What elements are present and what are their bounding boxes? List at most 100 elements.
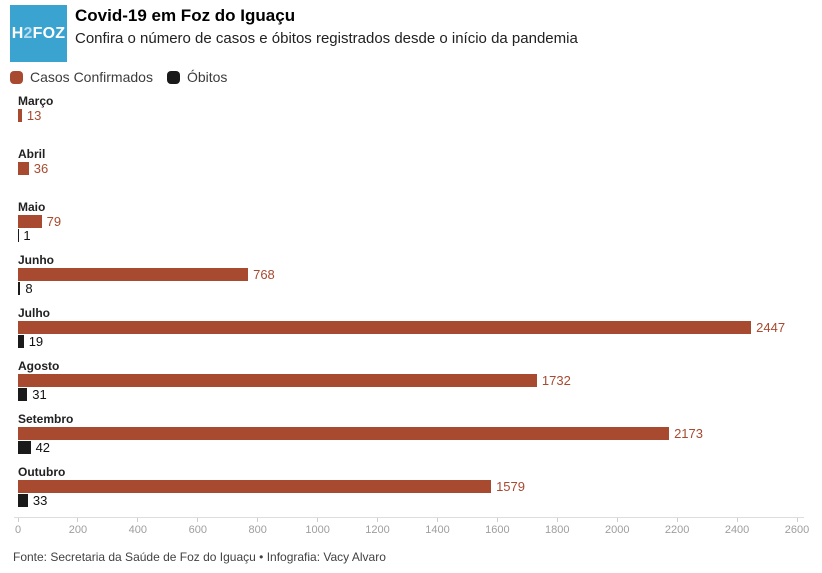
casos-bar-line: 79 bbox=[18, 215, 797, 228]
legend-label-casos: Casos Confirmados bbox=[30, 69, 153, 85]
casos-bar bbox=[18, 480, 492, 493]
legend-label-obitos: Óbitos bbox=[186, 69, 228, 85]
bar-value-label: 79 bbox=[46, 214, 62, 229]
bar-value-label: 1579 bbox=[496, 479, 525, 494]
tick-mark bbox=[616, 518, 618, 522]
month-label: Junho bbox=[18, 253, 54, 267]
casos-bar bbox=[18, 215, 42, 228]
tick-mark bbox=[377, 518, 379, 522]
page-title: Covid-19 em Foz do Iguaçu bbox=[75, 6, 296, 25]
tick-label: 2600 bbox=[784, 524, 810, 536]
bar-value-label: 8 bbox=[25, 281, 33, 296]
page-subtitle: Confira o número de casos e óbitos regis… bbox=[75, 30, 578, 47]
chart-row: Março 13 bbox=[18, 95, 797, 148]
obitos-bar bbox=[18, 388, 28, 401]
tick-mark bbox=[77, 518, 79, 522]
bar-value-label: 2447 bbox=[756, 320, 786, 335]
chart-legend: Casos Confirmados Óbitos bbox=[10, 69, 227, 85]
legend-item-obitos: Óbitos bbox=[166, 69, 228, 85]
logo-letters-foz: FOZ bbox=[32, 24, 66, 42]
month-label: Julho bbox=[18, 306, 50, 320]
bar-value-label: 13 bbox=[26, 108, 42, 123]
casos-bar-line: 36 bbox=[18, 162, 797, 175]
tick-label: 1000 bbox=[305, 524, 330, 536]
tick-label: 0 bbox=[14, 524, 22, 536]
chart-row: Outubro 1579 33 bbox=[18, 466, 797, 519]
logo-letter-h: H bbox=[11, 24, 24, 42]
bar-value-label: 19 bbox=[28, 334, 44, 349]
h2foz-logo: H 2 FOZ bbox=[10, 5, 67, 62]
obitos-bar-line: 19 bbox=[18, 335, 797, 348]
bar-value-label: 42 bbox=[35, 440, 51, 455]
obitos-bar bbox=[18, 282, 21, 295]
month-label: Outubro bbox=[18, 465, 66, 479]
bar-value-label: 36 bbox=[33, 161, 49, 176]
bar-value-label: 31 bbox=[32, 387, 47, 402]
tick-mark bbox=[736, 518, 738, 522]
bar-value-label: 1 bbox=[23, 228, 31, 243]
legend-item-casos-confirmados: Casos Confirmados bbox=[10, 69, 153, 85]
casos-bar bbox=[18, 268, 249, 281]
month-label: Março bbox=[18, 94, 54, 108]
chart-row: Maio 79 1 bbox=[18, 201, 797, 254]
tick-label: 1600 bbox=[485, 524, 510, 536]
tick-mark bbox=[556, 518, 558, 522]
month-label: Setembro bbox=[18, 412, 74, 426]
x-axis: 0 200 400 600 800 1000 1200 1400 1600 1800 2000 220… bbox=[14, 517, 809, 538]
obitos-bar-line: 42 bbox=[18, 441, 797, 454]
month-label: Maio bbox=[18, 200, 46, 214]
legend-swatch-casos-icon bbox=[10, 70, 23, 84]
casos-bar-line: 2447 bbox=[18, 321, 797, 334]
tick-label: 600 bbox=[188, 524, 207, 536]
source-credit: Fonte: Secretaria da Saúde de Foz do Igu… bbox=[13, 550, 386, 564]
tick-label: 1200 bbox=[365, 524, 390, 536]
tick-mark bbox=[197, 518, 199, 522]
bar-value-label: 33 bbox=[32, 493, 48, 508]
obitos-bar bbox=[18, 441, 31, 454]
bar-value-label: 2173 bbox=[674, 426, 703, 441]
casos-bar bbox=[18, 321, 752, 334]
bar-value-label: 768 bbox=[253, 267, 275, 282]
obitos-bar bbox=[18, 494, 28, 507]
tick-label: 2200 bbox=[664, 524, 690, 536]
tick-mark bbox=[257, 518, 259, 522]
chart-row: Julho 2447 19 bbox=[18, 307, 797, 360]
obitos-bar-line: 31 bbox=[18, 388, 797, 401]
legend-swatch-obitos-icon bbox=[166, 70, 180, 84]
tick-mark bbox=[796, 518, 798, 522]
month-label: Abril bbox=[18, 147, 46, 161]
chart-row: Junho 768 8 bbox=[18, 254, 797, 307]
tick-label: 1400 bbox=[425, 524, 450, 536]
obitos-bar-line: 33 bbox=[18, 494, 797, 507]
casos-bar bbox=[18, 374, 537, 387]
tick-label: 800 bbox=[248, 524, 267, 536]
tick-mark bbox=[137, 518, 139, 522]
logo-digit-2: 2 bbox=[23, 24, 33, 42]
casos-bar-line: 1732 bbox=[18, 374, 797, 387]
chart-row: Setembro 2173 42 bbox=[18, 413, 797, 466]
chart-row: Abril 36 bbox=[18, 148, 797, 201]
bar-chart: Março 13 Abril 36 Maio 79 1 Junho 768 8 Julho 2447 1… bbox=[18, 95, 797, 519]
tick-mark bbox=[17, 518, 19, 522]
chart-row: Agosto 1732 31 bbox=[18, 360, 797, 413]
casos-bar bbox=[18, 162, 29, 175]
casos-bar bbox=[18, 109, 22, 122]
obitos-bar-line: 8 bbox=[18, 282, 797, 295]
obitos-bar bbox=[18, 335, 24, 348]
casos-bar-line: 1579 bbox=[18, 480, 797, 493]
bar-value-label: 1732 bbox=[541, 373, 571, 388]
tick-label: 400 bbox=[128, 524, 148, 536]
tick-mark bbox=[436, 518, 438, 522]
tick-mark bbox=[496, 518, 498, 522]
tick-mark bbox=[676, 518, 678, 522]
casos-bar bbox=[18, 427, 670, 440]
obitos-bar-line: 1 bbox=[18, 229, 797, 242]
casos-bar-line: 768 bbox=[18, 268, 797, 281]
tick-label: 2400 bbox=[724, 524, 750, 536]
title-block: Covid-19 em Foz do Iguaçu Confira o núme… bbox=[75, 5, 578, 49]
casos-bar-line: 2173 bbox=[18, 427, 797, 440]
casos-bar-line: 13 bbox=[18, 109, 797, 122]
tick-label: 2000 bbox=[604, 524, 630, 536]
tick-label: 200 bbox=[68, 524, 88, 536]
